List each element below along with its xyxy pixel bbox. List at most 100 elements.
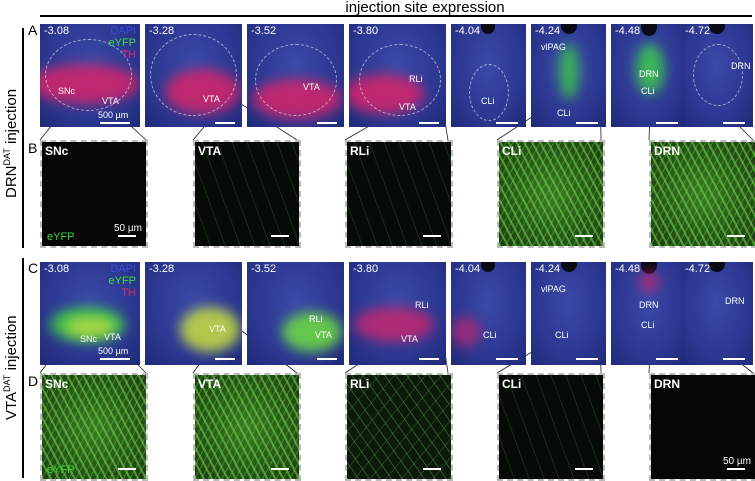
scalebar [423,235,441,237]
scalebar [118,468,136,470]
panel-letter-d: D [28,373,39,389]
region-label: SNc [58,86,76,96]
zoom-b-cli: CLi [497,140,605,248]
slice-c-3: -3.52 RLi VTA [247,262,344,365]
scalebar [727,235,745,237]
zoom-region-label: SNc [45,377,69,391]
slice-a-6: -4.24 vlPAG CLi [531,24,606,127]
region-label: VTA [102,96,119,106]
region-label: SNc [80,334,98,344]
legend-dapi: DAPI [110,263,136,275]
zoom-image [651,142,755,246]
slice-a-5: -4.04 CLi [451,24,526,127]
region-label: DRN [639,69,659,79]
scalebar [656,358,678,360]
zoom-region-label: RLi [350,377,370,391]
zoom-d-rli: RLi [345,373,453,481]
slice-coordinate: -3.08 [44,263,70,275]
scalebar [100,358,130,360]
slice-c-8: -4.72 DRN [681,262,753,365]
region-label: CLi [555,330,569,340]
zoom-image [195,375,299,479]
slice-coordinate: -3.80 [353,263,379,275]
scalebar [575,468,593,470]
slice-coordinate: -3.28 [149,263,175,275]
slice-coordinate: -3.52 [251,25,277,37]
scalebar-label: 500 µm [98,110,129,120]
region-label: DRN [639,300,659,310]
zoom-region-label: RLi [350,144,370,158]
slice-coordinate: -4.72 [685,25,711,37]
zoom-image [42,375,146,479]
legend-dapi: DAPI [110,25,136,37]
zoom-region-label: DRN [654,377,680,391]
scalebar-label: 50 µm [114,223,142,234]
region-label: CLi [557,108,571,118]
scalebar [423,468,441,470]
slice-c-1: -3.08 DAPI eYFP TH SNc VTA 500 µm [40,262,140,365]
region-label: CLi [483,330,497,340]
slice-c-7: -4.48 DRN CLi [611,262,686,365]
slice-a-4: -3.80 RLi VTA [349,24,446,127]
zoom-b-drn: DRN [649,140,755,248]
region-label: RLi [415,300,429,310]
zoom-region-label: CLi [502,144,522,158]
region-label: CLi [481,96,495,106]
panel-letter-a: A [28,22,38,38]
zoom-region-label: DRN [654,144,680,158]
panel-letter-c: C [28,260,39,276]
zoom-image [651,375,755,479]
scalebar [727,468,745,470]
legend-eyfp: eYFP [47,464,75,476]
slice-coordinate: -4.04 [455,25,481,37]
region-label: DRN [731,61,751,71]
slice-coordinate: -4.04 [455,263,481,275]
scalebar [723,358,745,360]
scalebar [419,358,439,360]
scalebar [496,122,518,124]
slice-coordinate: -4.24 [535,263,561,275]
region-label: RLi [409,74,423,84]
scalebar-label: 500 µm [98,346,129,356]
legend-eyfp: eYFP [108,275,136,287]
scalebar [118,235,136,237]
figure-title: injection site expression [345,0,505,16]
zoom-image [347,142,451,246]
zoom-d-snc: SNc eYFP [40,373,148,481]
panel-letter-b: B [28,140,38,156]
scalebar [575,235,593,237]
legend-eyfp: eYFP [47,231,75,243]
zoom-image [42,142,146,246]
slice-coordinate: -4.48 [615,25,641,37]
region-label: VTA [209,324,226,334]
zoom-d-cli: CLi [497,373,605,481]
region-label: CLi [641,86,655,96]
title-rule [40,15,752,17]
slice-c-2: -3.28 VTA [145,262,242,365]
region-label: CLi [641,320,655,330]
zoom-d-drn: DRN 50 µm [649,373,755,481]
legend-th: TH [121,287,136,299]
zoom-region-label: VTA [198,144,222,158]
region-label: VTA [203,94,220,104]
region-label: VTA [104,332,121,342]
legend-th: TH [121,49,136,61]
slice-coordinate: -3.52 [251,263,277,275]
scalebar-label: 50 µm [723,456,751,467]
zoom-region-label: VTA [198,377,222,391]
scalebar [317,358,337,360]
region-label: vlPAG [541,284,566,294]
slice-c-4: -3.80 RLi VTA [349,262,446,365]
slice-coordinate: -3.08 [44,25,70,37]
slice-coordinate: -4.48 [615,263,641,275]
group-bracket-vta [22,258,24,478]
scalebar [100,122,130,124]
zoom-b-snc: SNc 50 µm eYFP [40,140,148,248]
slice-a-7: -4.48 DRN CLi [611,24,686,127]
scalebar [723,122,745,124]
zoom-image [347,375,451,479]
region-label: VTA [401,334,418,344]
zoom-image [195,142,299,246]
slice-a-1: -3.08 DAPI eYFP TH SNc VTA 500 µm [40,24,140,127]
slice-coordinate: -4.72 [685,263,711,275]
